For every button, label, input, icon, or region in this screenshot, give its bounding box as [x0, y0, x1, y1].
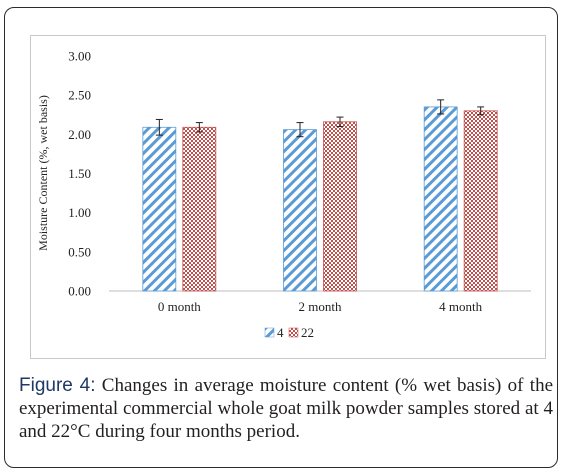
chart-area: Moisture Content (%, wet basis) 0.00 0.50… — [30, 35, 546, 359]
category-label: 2 month — [299, 299, 342, 314]
figure-frame: Moisture Content (%, wet basis) 0.00 0.50… — [4, 7, 558, 468]
bar — [283, 129, 317, 292]
legend-label-4: 4 — [277, 325, 284, 340]
bar — [142, 126, 177, 292]
category-labels: 0 month 2 month 4 month — [158, 299, 483, 314]
y-tick-label: 3.00 — [68, 49, 91, 64]
legend-swatch-22 — [288, 327, 299, 338]
bar — [323, 121, 357, 292]
bar — [423, 106, 458, 292]
y-tick-labels: 0.00 0.50 1.00 1.50 2.00 2.50 3.00 — [68, 49, 91, 299]
y-tick-label: 1.50 — [68, 166, 91, 181]
legend-label-22: 22 — [301, 325, 314, 340]
category-label: 4 month — [439, 299, 482, 314]
bar — [182, 126, 217, 292]
y-tick-label: 0.00 — [68, 284, 91, 299]
bar-chart: Moisture Content (%, wet basis) 0.00 0.50… — [36, 49, 531, 340]
legend: 4 22 — [264, 325, 314, 340]
y-tick-label: 0.50 — [68, 244, 91, 259]
y-axis-title: Moisture Content (%, wet basis) — [36, 95, 50, 251]
caption-text: Changes in average moisture content (% w… — [19, 375, 553, 442]
y-tick-label: 1.00 — [68, 205, 91, 220]
error-bar-group — [155, 99, 485, 138]
figure-caption: Figure 4: Changes in average moisture co… — [19, 374, 553, 443]
category-label: 0 month — [158, 299, 201, 314]
caption-label: Figure 4: — [19, 375, 96, 396]
legend-swatch-4 — [264, 327, 275, 338]
y-tick-label: 2.00 — [68, 127, 91, 142]
bar — [463, 110, 498, 292]
bar-group — [142, 106, 498, 292]
y-tick-label: 2.50 — [68, 88, 91, 103]
